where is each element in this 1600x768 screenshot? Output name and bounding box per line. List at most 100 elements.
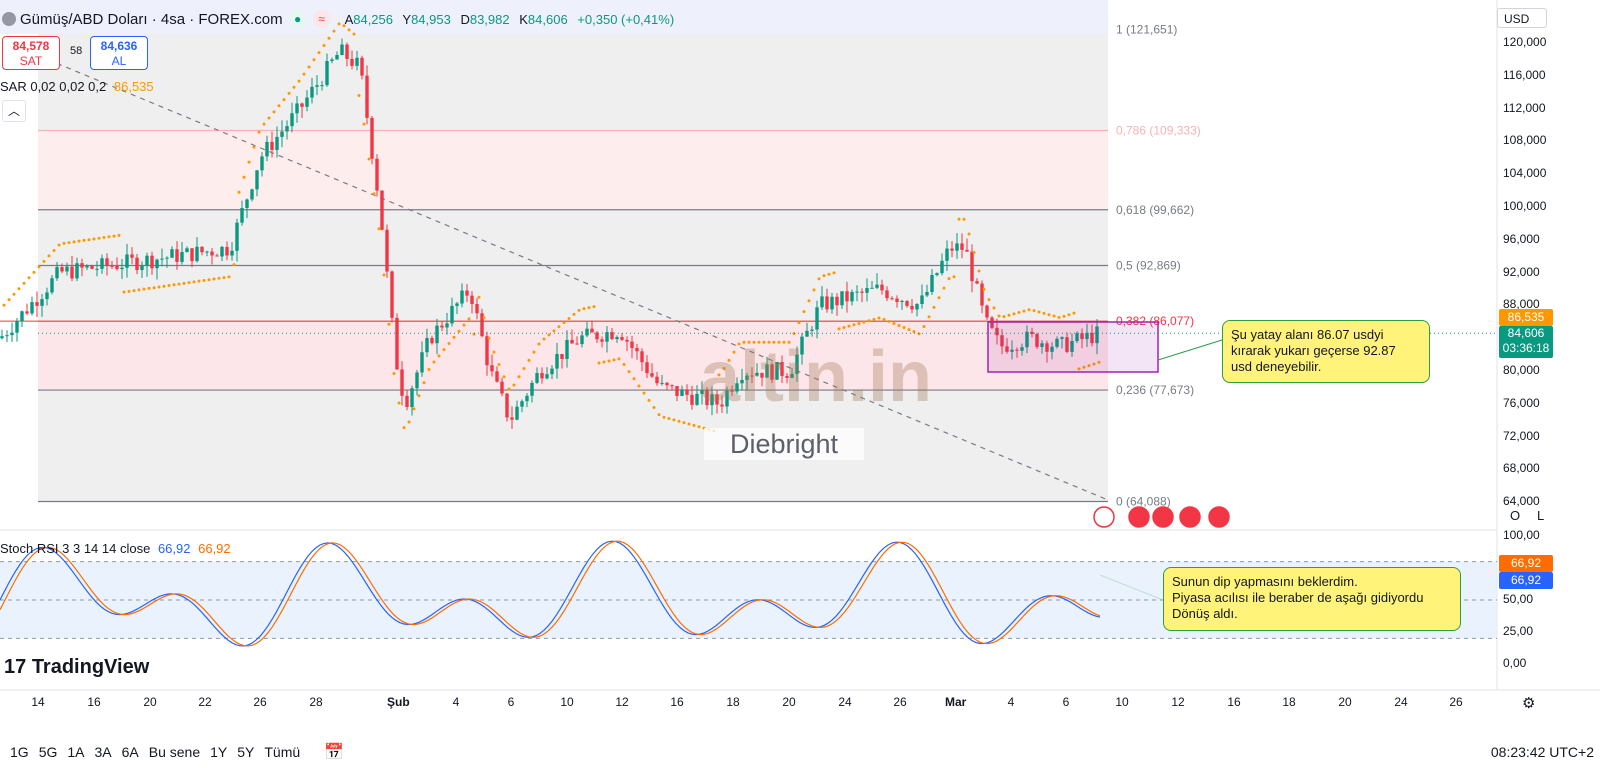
candle-body (85, 265, 89, 268)
events-icon[interactable] (1093, 506, 1115, 528)
candle-body (635, 347, 639, 352)
sell-price: 84,578 (12, 39, 50, 53)
clock[interactable]: 08:23:42 UTC+2 (1490, 744, 1594, 760)
sar-dot (922, 324, 926, 328)
candle-body (50, 278, 54, 293)
timeframe-button[interactable]: 1G (10, 744, 29, 760)
time-settings-icon[interactable]: ⚙ (1522, 695, 1536, 712)
linear-scale-button[interactable]: L (1537, 508, 1545, 523)
candle-body (310, 86, 314, 98)
sar-legend[interactable]: SAR 0,02 0,02 0,2 86,535 (0, 79, 154, 94)
callout-breakout[interactable]: Şu yatay alanı 86.07 usdyi kırarak yukar… (1222, 320, 1430, 383)
us-flag-icon[interactable] (1179, 506, 1201, 528)
sar-dot (587, 306, 591, 310)
symbol-header[interactable]: Gümüş/ABD Doları · 4sa · FOREX.com ● ≈ A… (0, 4, 680, 34)
sar-dot (437, 354, 441, 358)
sar-dot (762, 340, 766, 344)
candle-body (810, 329, 814, 331)
candle-body (700, 390, 704, 394)
header-highlight (0, 0, 1108, 34)
sar-dot (247, 160, 251, 164)
sar-dot (67, 241, 71, 245)
candle-body (465, 290, 469, 296)
sar-dot (197, 279, 201, 283)
candle-body (545, 374, 549, 379)
candle-body (900, 300, 904, 302)
timeframe-button[interactable]: 5Y (237, 744, 255, 760)
candle-body (820, 296, 824, 308)
collapse-legend-button[interactable]: ︿ (2, 100, 26, 122)
sar-dot (1027, 308, 1031, 312)
us-flag-icon[interactable] (1208, 506, 1230, 528)
tradingview-logo[interactable]: 17 TradingView (4, 656, 149, 679)
sar-dot (227, 275, 231, 279)
candle-body (565, 339, 569, 359)
currency-select[interactable]: USD (1497, 8, 1547, 28)
symbol-title[interactable]: Gümüş/ABD Doları · 4sa · FOREX.com (20, 10, 283, 28)
candle-body (860, 291, 864, 293)
sar-dot (612, 358, 616, 362)
sar-dot (277, 104, 281, 108)
sar-dot (847, 324, 851, 328)
sar-dot (832, 271, 836, 275)
stoch-rsi-legend[interactable]: Stoch RSI 3 3 14 14 close 66,92 66,92 (0, 541, 231, 556)
candle-body (640, 351, 644, 363)
sar-dot (1072, 311, 1076, 315)
candle-body (395, 317, 399, 370)
sar-dot (597, 361, 601, 365)
sar-dot (967, 232, 971, 236)
candle-body (315, 85, 319, 87)
trend-line[interactable] (19, 47, 1109, 501)
sar-dot (772, 340, 776, 344)
sar-dot (267, 116, 271, 120)
ohlc-values: A84,256 Y84,953 D83,982 K84,606 +0,350 (… (344, 11, 675, 27)
sar-dot (937, 296, 941, 300)
us-flag-icon[interactable] (1152, 506, 1174, 528)
timeframe-button[interactable]: 1A (67, 744, 85, 760)
candle-body (145, 255, 149, 266)
candle-body (365, 75, 369, 118)
buy-button[interactable]: 84,636 AL (90, 36, 148, 70)
timeframe-button[interactable]: Tümü (264, 744, 301, 760)
sar-dot (747, 340, 751, 344)
candle-body (370, 117, 374, 159)
callout-stoch[interactable]: Sunun dip yapmasını beklerdim. Piyasa ac… (1163, 567, 1461, 631)
sell-button[interactable]: 84,578 SAT (2, 36, 60, 70)
candle-body (235, 222, 239, 251)
candle-body (490, 365, 494, 372)
bars-pattern-icon[interactable]: ≈ (312, 10, 331, 28)
timeframe-button[interactable]: 6A (121, 744, 139, 760)
range-box[interactable] (987, 321, 1159, 373)
date-range-icon[interactable]: 📅 (324, 744, 345, 761)
sar-dot (542, 337, 546, 341)
candle-body (280, 131, 284, 137)
time-axis-label: 6 (507, 695, 515, 709)
stoch-d-line (0, 540, 1101, 647)
sar-dot (92, 237, 96, 241)
candle-body (5, 335, 9, 337)
candle-body (745, 375, 749, 380)
candle-body (205, 251, 209, 253)
sar-dot (17, 287, 21, 291)
sar-dot (107, 235, 111, 239)
sar-dot (2, 303, 6, 307)
candle-body (935, 273, 939, 276)
candle-body (670, 385, 674, 387)
candle-body (1040, 343, 1044, 347)
us-flag-icon[interactable] (1128, 506, 1150, 528)
sar-dot (557, 325, 561, 329)
sar-label: SAR 0,02 0,02 0,2 (0, 79, 107, 94)
log-scale-button[interactable]: O (1510, 508, 1521, 523)
timeframe-button[interactable]: Bu sene (148, 744, 201, 760)
sar-dot (417, 394, 421, 398)
sar-dot (577, 308, 581, 312)
timeframe-button[interactable]: 5G (38, 744, 58, 760)
price-axis-label: 120,000 (1503, 35, 1547, 49)
timeframe-button[interactable]: 3A (94, 744, 112, 760)
sar-dot (862, 320, 866, 324)
time-axis-label: 28 (309, 695, 323, 709)
timeframe-button[interactable]: 1Y (210, 744, 228, 760)
candle-body (595, 332, 599, 340)
market-status-icon[interactable]: ● (288, 10, 307, 28)
